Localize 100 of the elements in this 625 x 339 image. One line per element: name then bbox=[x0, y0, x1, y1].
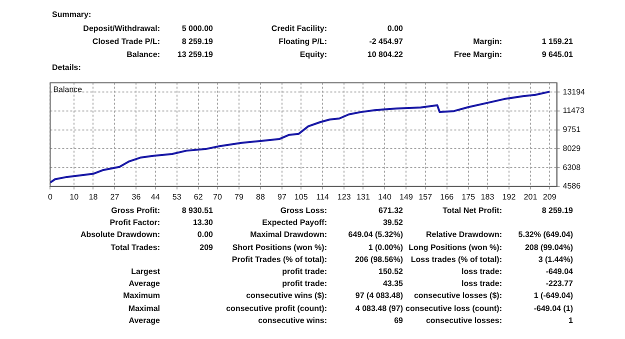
text: 150.52 bbox=[378, 266, 403, 278]
x-tick-label: 18 bbox=[88, 192, 98, 202]
text: Average bbox=[128, 314, 160, 327]
text: consecutive wins: bbox=[258, 314, 327, 327]
chart-subtitle: Balance bbox=[53, 85, 83, 94]
text: 8 259.19 bbox=[542, 205, 573, 217]
text: 209 bbox=[200, 242, 213, 254]
text: 1 bbox=[568, 314, 573, 327]
x-tick-label: 79 bbox=[234, 192, 244, 202]
text: 671.32 bbox=[378, 205, 403, 217]
text: loss trade: bbox=[462, 278, 502, 290]
y-tick-label: 4586 bbox=[562, 182, 582, 191]
text: 13.30 bbox=[192, 217, 213, 230]
x-tick-label: 114 bbox=[316, 192, 330, 202]
x-tick-label: 175 bbox=[462, 192, 476, 202]
text: -2 454.97 bbox=[369, 36, 403, 48]
text: Floating P/L: bbox=[278, 36, 327, 48]
text: -649.04 (1) bbox=[534, 302, 573, 315]
x-tick-label: 10 bbox=[70, 192, 80, 202]
text: Deposit/Withdrawal: bbox=[83, 23, 160, 35]
text: 1 159.21 bbox=[542, 36, 573, 48]
text: 1 (-649.04) bbox=[534, 290, 573, 302]
text: -223.77 bbox=[546, 278, 573, 290]
text: Closed Trade P/L: bbox=[92, 36, 160, 48]
text: Maximum bbox=[123, 290, 160, 302]
text: consecutive losses ($): bbox=[414, 290, 502, 302]
text: loss trade: bbox=[462, 266, 502, 278]
text: Absolute Drawdown: bbox=[80, 229, 160, 242]
text: 10 804.22 bbox=[367, 49, 403, 61]
x-tick-label: 209 bbox=[542, 192, 557, 202]
text: 69 bbox=[394, 314, 403, 327]
x-tick-label: 166 bbox=[440, 192, 454, 202]
text: Free Margin: bbox=[454, 49, 502, 61]
text: Expected Payoff: bbox=[262, 217, 327, 230]
text: Gross Loss: bbox=[280, 205, 327, 217]
text: consecutive loss (count): bbox=[406, 302, 502, 315]
text: 208 (99.04%) bbox=[524, 242, 573, 254]
text: 39.52 bbox=[382, 217, 403, 230]
x-tick-label: 88 bbox=[256, 192, 266, 202]
text: 649.04 (5.32%) bbox=[348, 229, 403, 242]
x-tick-label: 44 bbox=[150, 192, 160, 202]
x-tick-label: 105 bbox=[294, 192, 308, 202]
text: 206 (98.56%) bbox=[354, 254, 403, 266]
x-tick-label: 27 bbox=[110, 192, 120, 202]
text: Maximal Drawdown: bbox=[250, 229, 327, 242]
x-tick-label: 157 bbox=[418, 192, 433, 202]
text: 43.35 bbox=[382, 278, 403, 290]
x-tick-label: 131 bbox=[356, 192, 370, 202]
x-tick-label: 183 bbox=[480, 192, 495, 202]
x-tick-label: 53 bbox=[172, 192, 182, 202]
x-tick-label: 97 bbox=[278, 192, 287, 202]
text: 4 083.48 (97) bbox=[355, 302, 403, 315]
text: -649.04 bbox=[546, 266, 573, 278]
text: Gross Profit: bbox=[111, 205, 160, 217]
text: 8 259.19 bbox=[182, 36, 213, 48]
text: Short Positions (won %): bbox=[232, 242, 327, 254]
x-tick-label: 201 bbox=[524, 192, 538, 202]
text: 8 930.51 bbox=[182, 205, 213, 217]
text: Profit Factor: bbox=[110, 217, 160, 230]
x-tick-label: 70 bbox=[213, 192, 222, 202]
x-tick-label: 192 bbox=[502, 192, 516, 202]
y-tick-label: 8029 bbox=[562, 144, 582, 153]
text: Total Net Profit: bbox=[442, 205, 502, 217]
text: consecutive wins ($): bbox=[246, 290, 327, 302]
text: 1 (0.00%) bbox=[368, 242, 403, 254]
x-tick-label: 140 bbox=[378, 192, 392, 202]
x-tick-label: 123 bbox=[337, 192, 352, 202]
text: Credit Facility: bbox=[271, 23, 327, 35]
x-tick-label: 62 bbox=[194, 192, 204, 202]
text: Largest bbox=[131, 266, 160, 278]
text: 3 (1.44%) bbox=[538, 254, 573, 266]
text: profit trade: bbox=[282, 278, 327, 290]
text: 5 000.00 bbox=[182, 23, 213, 35]
text: Summary: bbox=[51, 9, 92, 21]
y-tick-label: 9751 bbox=[562, 125, 582, 134]
text: Long Positions (won %): bbox=[408, 242, 502, 254]
text: Total Trades: bbox=[110, 242, 160, 254]
text: consecutive losses: bbox=[426, 314, 502, 327]
text: Relative Drawdown: bbox=[426, 229, 502, 242]
text: 9 645.01 bbox=[542, 49, 573, 61]
x-tick-label: 36 bbox=[132, 192, 142, 202]
y-tick-label: 6308 bbox=[562, 162, 582, 172]
text: Equity: bbox=[300, 49, 327, 61]
y-tick-label: 13194 bbox=[562, 87, 586, 96]
text: Margin: bbox=[473, 36, 502, 48]
text: 13 259.19 bbox=[177, 49, 213, 61]
text: Profit Trades (% of total): bbox=[232, 254, 327, 266]
text: 97 (4 083.48) bbox=[355, 290, 403, 302]
x-tick-label: 0 bbox=[48, 192, 53, 202]
text: Loss trades (% of total): bbox=[410, 254, 502, 266]
text: Balance: bbox=[126, 49, 160, 61]
x-tick-label: 149 bbox=[400, 192, 414, 202]
text: profit trade: bbox=[282, 266, 327, 278]
text: Average bbox=[128, 278, 160, 290]
text: 5.32% (649.04) bbox=[518, 229, 573, 242]
y-tick-label: 11473 bbox=[562, 106, 585, 116]
text: 0.00 bbox=[197, 229, 213, 242]
text: consecutive profit (count): bbox=[226, 302, 327, 315]
chart-title: Details: bbox=[51, 62, 82, 74]
text: 0.00 bbox=[387, 23, 403, 35]
